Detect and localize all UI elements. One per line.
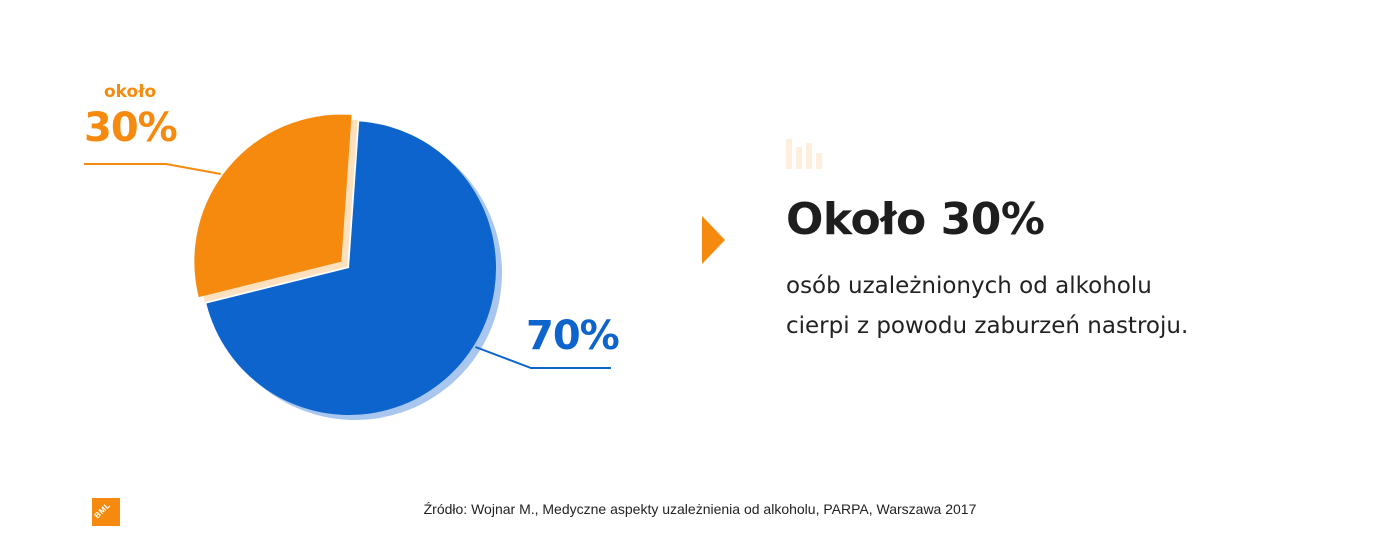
headline: Około 30% bbox=[786, 194, 1045, 245]
pie-slice-0 bbox=[206, 121, 497, 416]
arrow-right-icon bbox=[702, 216, 725, 264]
description-line-1: osób uzależnionych od alkoholu bbox=[786, 273, 1152, 299]
orange-slice-prefix: około bbox=[104, 82, 157, 102]
source-note: Źródło: Wojnar M., Medyczne aspekty uzal… bbox=[423, 501, 977, 517]
description-line-2: cierpi z powodu zaburzeń nastroju. bbox=[786, 313, 1189, 339]
bml-logo: BML bbox=[92, 498, 120, 526]
orange-slice-label: 30% bbox=[84, 105, 178, 151]
blue-slice-label: 70% bbox=[526, 313, 620, 359]
leader-line-orange bbox=[84, 163, 221, 175]
leader-line-blue bbox=[475, 346, 611, 369]
logo-text: BML bbox=[92, 500, 113, 521]
bar-chart-icon bbox=[786, 139, 822, 169]
pie-slice-1 bbox=[194, 114, 352, 298]
description: osób uzależnionych od alkoholu cierpi z … bbox=[786, 266, 1188, 346]
